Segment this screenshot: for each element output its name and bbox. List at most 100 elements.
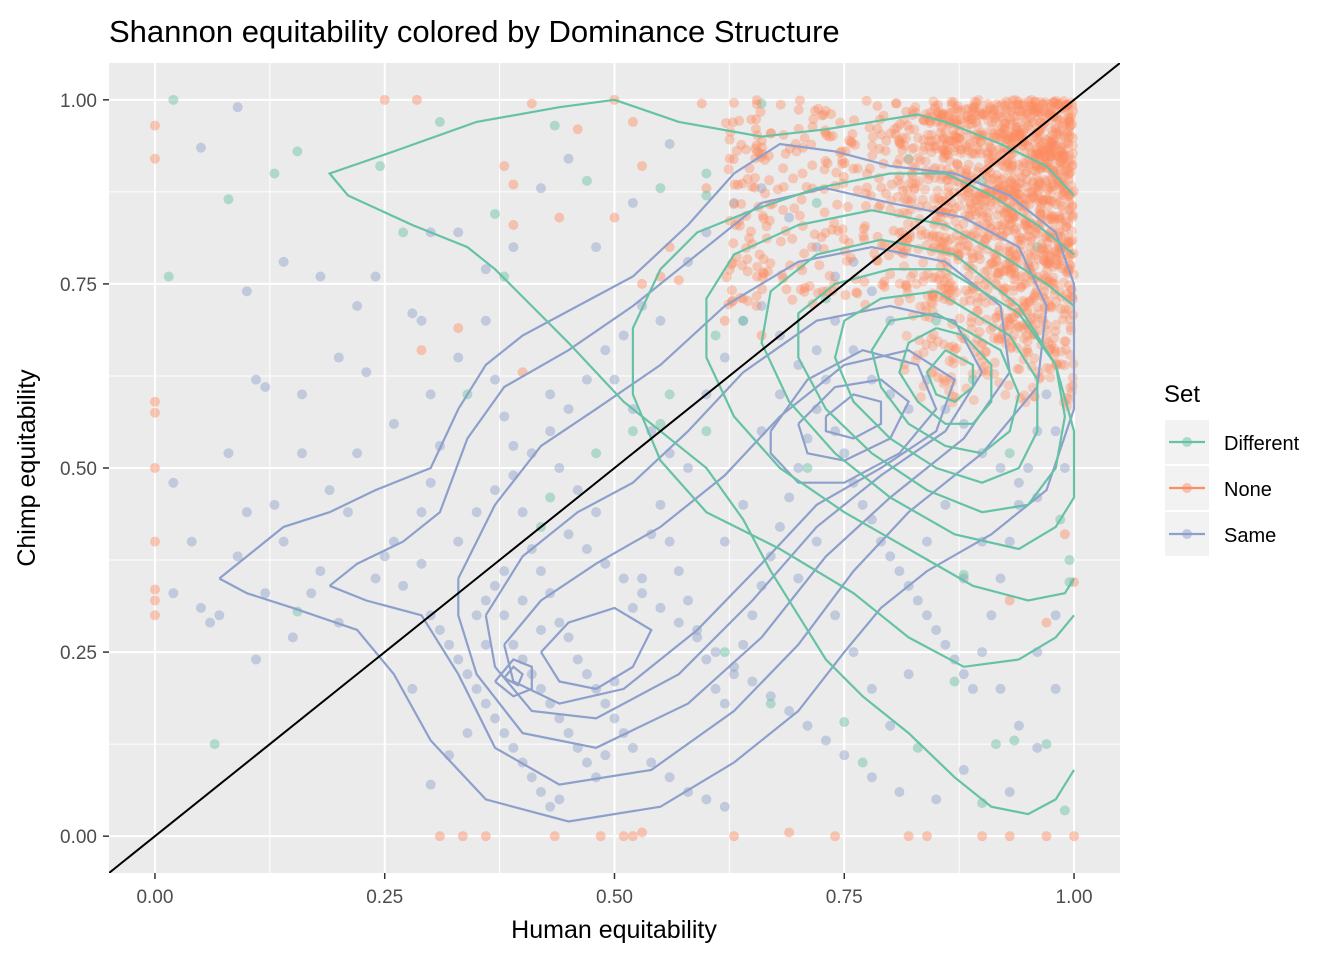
data-point-none: [1029, 104, 1040, 115]
data-point-none: [838, 171, 849, 182]
density-contour-same: [824, 393, 883, 440]
data-point-none: [508, 179, 519, 190]
data-point-none: [1006, 161, 1017, 172]
data-point-none: [1009, 132, 1020, 143]
data-point-none: [457, 831, 468, 842]
data-point-none: [1000, 156, 1011, 167]
data-point-none: [729, 179, 740, 190]
data-point-none: [1037, 123, 1048, 134]
data-point-same: [260, 382, 271, 392]
data-point-same: [765, 551, 776, 562]
data-point-none: [1010, 181, 1021, 192]
data-point-none: [1006, 341, 1017, 352]
data-point-none: [988, 109, 999, 120]
data-point-same: [1032, 742, 1043, 753]
data-point-none: [1011, 222, 1022, 233]
data-point-none: [814, 260, 825, 271]
data-point-none: [923, 136, 934, 147]
data-point-none: [757, 142, 768, 153]
data-point-none: [901, 330, 912, 341]
data-point-none: [724, 134, 735, 145]
data-point-none: [1003, 155, 1014, 166]
data-point-none: [1034, 205, 1045, 216]
data-point-none: [1024, 224, 1035, 235]
data-point-none: [928, 329, 939, 340]
data-point-none: [844, 135, 855, 146]
data-point-none: [1046, 302, 1057, 313]
data-point-none: [890, 129, 901, 140]
data-point-none: [1020, 117, 1031, 128]
data-point-none: [995, 334, 1006, 345]
data-point-none: [954, 127, 965, 138]
data-point-none: [1030, 166, 1041, 177]
data-point-none: [936, 280, 947, 291]
data-point-same: [765, 691, 776, 702]
data-point-same: [352, 448, 363, 459]
data-point-same: [260, 588, 271, 599]
data-point-none: [1047, 184, 1058, 195]
data-point-same: [581, 374, 592, 385]
data-point-none: [1045, 135, 1056, 146]
data-point-none: [1016, 271, 1027, 282]
data-point-none: [967, 253, 978, 264]
data-point-none: [775, 236, 786, 247]
data-point-same: [480, 264, 491, 275]
data-point-none: [1049, 278, 1060, 289]
data-point-none: [991, 170, 1002, 181]
data-point-none: [1062, 169, 1073, 180]
data-point-none: [1047, 196, 1058, 207]
data-point-none: [1011, 250, 1022, 261]
data-point-different: [1004, 448, 1015, 459]
data-point-none: [1002, 246, 1013, 257]
data-point-none: [1067, 372, 1078, 383]
data-point-none: [1005, 220, 1016, 231]
data-point-same: [664, 772, 675, 783]
data-point-none: [984, 259, 995, 270]
data-point-same: [563, 404, 574, 415]
data-point-none: [951, 139, 962, 150]
data-point-same: [894, 566, 905, 577]
data-point-none: [878, 110, 889, 121]
data-point-none: [742, 266, 753, 277]
data-point-none: [1007, 138, 1018, 149]
data-point-none: [1009, 268, 1020, 279]
data-point-none: [994, 267, 1005, 278]
data-point-none: [832, 225, 843, 236]
data-point-same: [462, 669, 473, 680]
data-point-none: [962, 240, 973, 251]
data-point-none: [1041, 176, 1052, 187]
data-point-none: [985, 324, 996, 335]
data-point-none: [939, 134, 950, 145]
data-point-same: [1004, 787, 1015, 797]
data-point-none: [984, 104, 995, 115]
data-point-none: [930, 141, 941, 152]
data-point-none: [1052, 247, 1063, 258]
data-point-none: [915, 155, 926, 166]
data-point-none: [1045, 301, 1056, 312]
data-point-none: [916, 229, 927, 240]
data-point-same: [297, 448, 308, 459]
data-point-none: [1019, 220, 1030, 231]
data-point-none: [1032, 301, 1043, 312]
data-point-none: [964, 139, 975, 150]
data-point-none: [1010, 104, 1021, 115]
data-point-none: [955, 166, 966, 177]
data-point-same: [545, 389, 556, 400]
data-point-none: [1000, 389, 1011, 400]
data-point-same: [535, 625, 546, 635]
data-point-same: [434, 625, 445, 635]
y-axis-ticks: 0.00 0.25 0.50 0.75 1.00: [60, 91, 109, 848]
data-point-different: [655, 418, 666, 429]
data-point-none: [982, 149, 993, 160]
data-point-none: [940, 127, 951, 138]
data-point-none: [947, 285, 958, 296]
data-point-none: [948, 136, 959, 147]
data-point-none: [752, 146, 763, 157]
data-point-none: [938, 109, 949, 120]
data-point-none: [1033, 137, 1044, 148]
density-contour-same: [218, 142, 1076, 823]
data-point-none: [1043, 258, 1054, 269]
data-point-none: [1056, 201, 1067, 212]
data-point-none: [1045, 372, 1056, 383]
